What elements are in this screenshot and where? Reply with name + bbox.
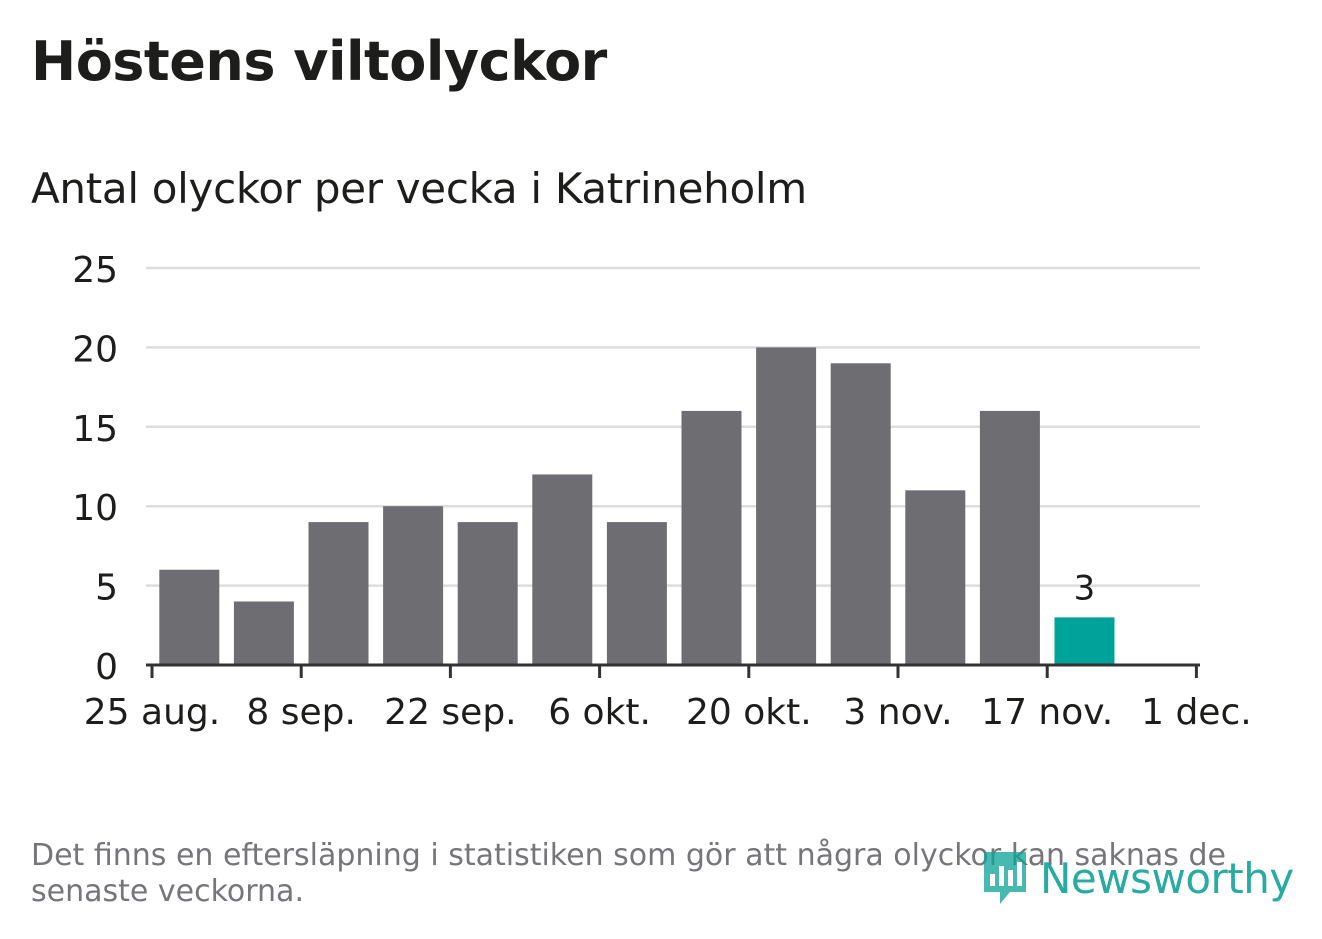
bar [830, 363, 891, 665]
y-tick-label: 25 [72, 250, 118, 291]
bar [681, 410, 742, 665]
y-tick-label: 5 [95, 568, 118, 609]
x-tick-label: 22 sep. [384, 692, 516, 733]
bar [756, 347, 817, 665]
footnote: Det finns en eftersläpning i statistiken… [31, 838, 1226, 909]
y-tick-label: 0 [95, 647, 118, 688]
x-tick-label: 20 okt. [686, 692, 812, 733]
x-tick-label: 1 dec. [1141, 692, 1252, 733]
bar [979, 410, 1040, 665]
bar-highlight [1054, 617, 1115, 665]
x-axis-labels: 25 aug. 8 sep. 22 sep. 6 okt. 20 okt. 3 nov. 1… [84, 692, 1252, 733]
x-tick-label: 3 nov. [843, 692, 952, 733]
x-tick-label: 8 sep. [246, 692, 356, 733]
y-axis-labels: 0 5 10 15 20 25 [72, 250, 118, 688]
bar [532, 474, 593, 665]
bar [233, 601, 294, 665]
x-axis [146, 663, 1200, 678]
y-tick-label: 15 [72, 409, 118, 450]
x-tick-label: 6 okt. [548, 692, 651, 733]
bars [159, 347, 1115, 665]
bar [383, 506, 444, 665]
newsworthy-logo: Newsworthy [980, 848, 1294, 908]
bar [905, 490, 966, 665]
y-tick-label: 20 [72, 329, 118, 370]
brand-name: Newsworthy [1040, 853, 1294, 903]
bar-chart: 0 5 10 15 20 25 25 aug. 8 sep. 22 sep. 6 okt. 20 … [72, 250, 1252, 733]
data-label: 3 [1074, 568, 1096, 608]
bar [308, 522, 369, 665]
gridlines [146, 266, 1200, 587]
x-tick-label: 17 nov. [981, 692, 1113, 733]
bar [159, 569, 220, 665]
chart-subtitle: Antal olyckor per vecka i Katrineholm [31, 164, 807, 213]
chart-title: Höstens viltolyckor [31, 30, 607, 93]
bar [606, 522, 667, 665]
y-tick-label: 10 [72, 488, 118, 529]
newsworthy-logo-icon [984, 852, 1026, 904]
data-labels: 3 [1074, 568, 1096, 608]
x-tick-label: 25 aug. [84, 692, 220, 733]
bar [457, 522, 518, 665]
